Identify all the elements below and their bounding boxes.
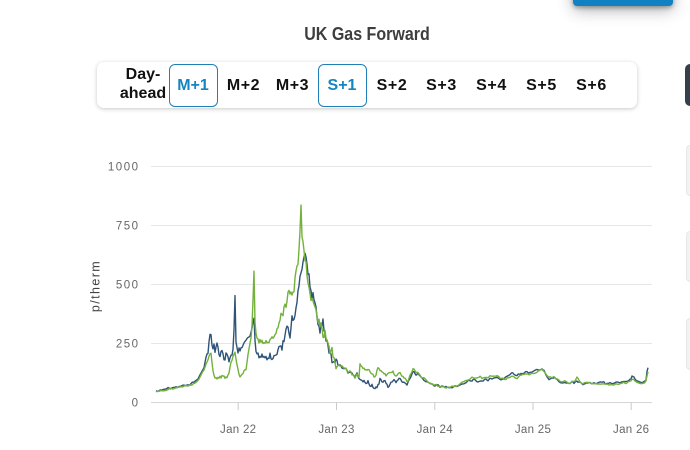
svg-text:p/therm: p/therm (89, 260, 103, 312)
svg-text:250: 250 (116, 339, 140, 351)
svg-text:750: 750 (116, 221, 140, 233)
svg-text:Jan 23: Jan 23 (318, 424, 354, 436)
svg-text:Jan 25: Jan 25 (515, 424, 551, 436)
svg-text:Jan 26: Jan 26 (613, 424, 649, 436)
svg-text:Jan 22: Jan 22 (220, 424, 256, 436)
svg-text:1000: 1000 (108, 162, 140, 174)
svg-text:500: 500 (116, 280, 140, 292)
svg-text:0: 0 (132, 398, 140, 410)
svg-text:Jan 24: Jan 24 (417, 424, 454, 436)
